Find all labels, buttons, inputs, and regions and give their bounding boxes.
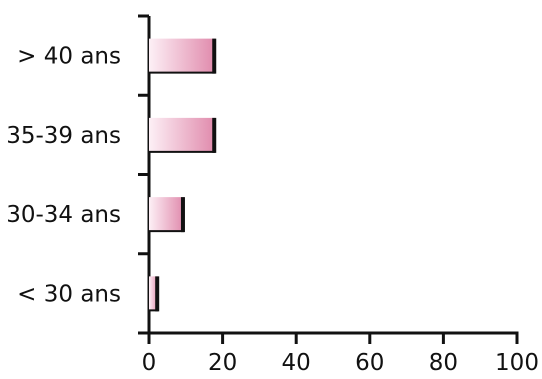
x-tick-label: 0 <box>142 350 157 376</box>
bar <box>149 276 159 311</box>
bar <box>149 38 216 73</box>
bar <box>149 117 216 152</box>
category-label: > 40 ans <box>17 44 121 70</box>
x-tick-label: 60 <box>355 350 384 376</box>
x-tick-label: 100 <box>495 350 539 376</box>
x-tick-label: 40 <box>282 350 311 376</box>
plot-area: > 40 ans 35-39 ans 30-34 ans < 30 ans 0 20 40 6… <box>6 14 539 376</box>
bar <box>149 197 184 232</box>
category-label: 30-34 ans <box>6 202 121 228</box>
x-tick-label: 20 <box>208 350 237 376</box>
category-label: 35-39 ans <box>6 123 121 149</box>
category-label: < 30 ans <box>17 281 121 307</box>
x-tick-label: 80 <box>429 350 458 376</box>
